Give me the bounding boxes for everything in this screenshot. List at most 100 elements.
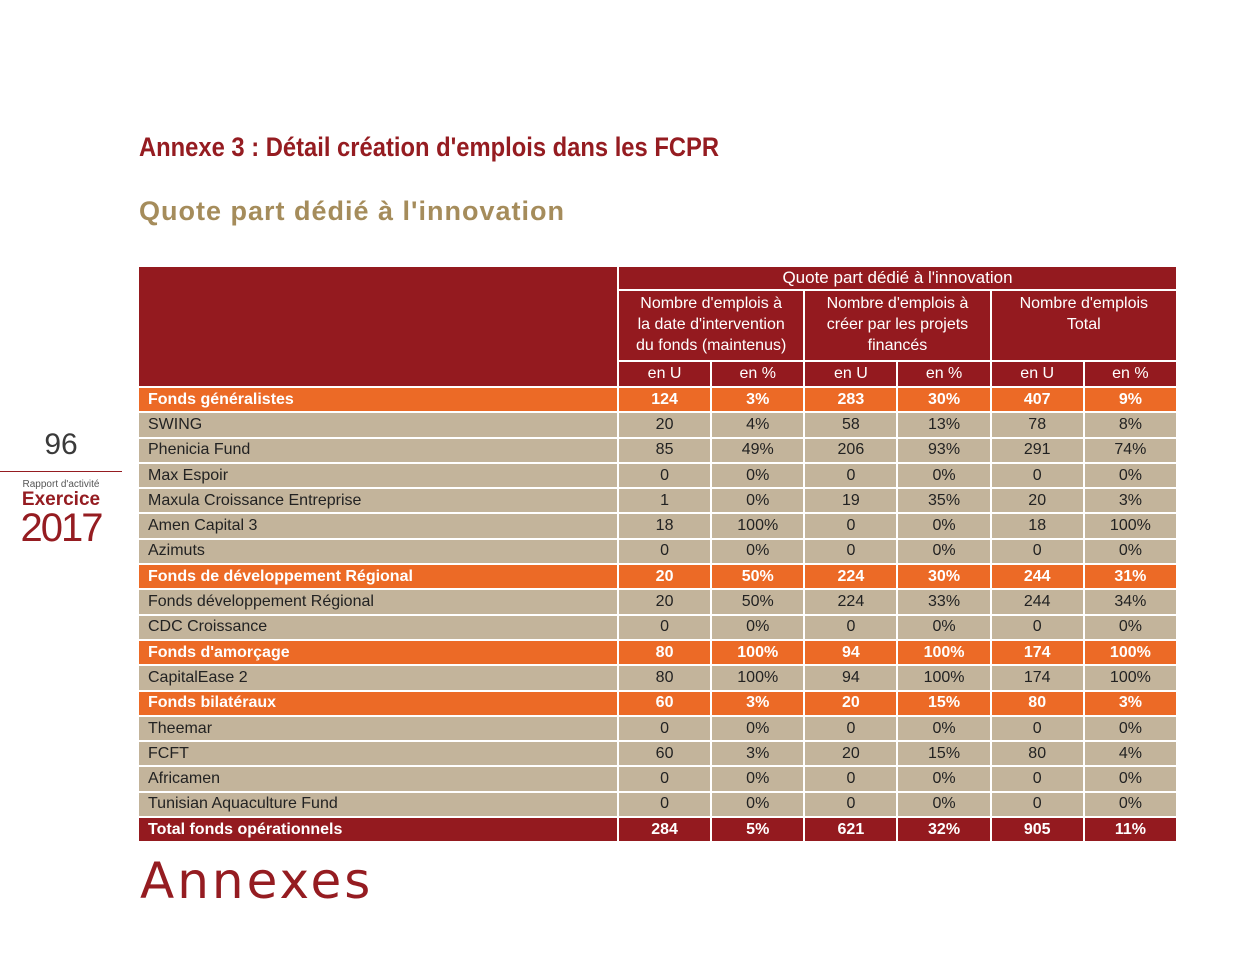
row-label: Phenicia Fund [137,436,619,464]
cell: 174 [989,638,1085,667]
cell: 100% [896,664,992,692]
cell: 20 [989,487,1085,515]
row-label: Fonds développement Régional [137,588,619,616]
cell: 0 [616,765,713,793]
cell: 3% [710,740,806,768]
cell: 33% [896,588,992,616]
fund-row: CapitalEase 2 80 100% 94 100% 174 100% [137,664,1179,692]
cell: 100% [710,512,806,540]
group-row: Fonds de développement Régional 20 50% 224 3… [137,563,1179,591]
header-line: créer par les projets [826,316,969,333]
cell: 35% [896,487,992,515]
cell: 0% [896,613,992,641]
cell: 244 [989,563,1085,591]
header-line: Nombre d'emplois à [826,295,969,312]
cell: 0% [1082,790,1179,819]
cell: 0% [896,714,992,743]
cell: 60 [616,740,713,768]
fund-row: FCFT 60 3% 20 15% 80 4% [137,740,1179,768]
cell: 0 [616,790,713,819]
cell: 0% [1082,537,1179,566]
row-label: Fonds bilatéraux [137,689,619,717]
cell: 100% [896,638,992,667]
cell: 31% [1082,563,1179,591]
cell: 93% [896,436,992,464]
cell: 0 [989,765,1085,793]
unit-header: en % [896,360,992,388]
row-label: Maxula Croissance Entreprise [137,487,619,515]
cell: 0% [710,461,806,490]
cell: 4% [710,411,806,439]
cell: 85 [616,436,713,464]
title: Annexe 3 : Détail création d'emplois dan… [139,132,720,162]
cell: 3% [1082,487,1179,515]
super-header: Quote part dédié à l'innovation [617,265,1178,291]
cell: 15% [896,740,992,768]
cell: 80 [616,638,713,667]
cell: 20 [803,740,899,768]
corner [137,265,619,388]
row-label: Fonds d'amorçage [137,638,619,667]
cell: 0 [803,790,899,819]
row-label: Total fonds opérationnels [137,816,619,844]
fund-row: Fonds développement Régional 20 50% 224 33% 2… [137,588,1179,616]
cell: 0% [1082,461,1179,490]
cell: 0% [710,714,806,743]
cell: 1 [616,487,713,515]
cell: 78 [989,411,1085,439]
cell: 9% [1082,385,1179,414]
header-row: Quote part dédié à l'innovation [137,265,1178,388]
unit-header: en % [1082,360,1179,388]
cell: 18 [989,512,1085,540]
group-row: Fonds bilatéraux 60 3% 20 15% 80 3% [137,689,1179,717]
header-line: Total [1066,316,1101,333]
cell: 905 [989,816,1085,844]
cell: 60 [616,689,713,717]
cell: 284 [616,816,713,844]
cell: 3% [1082,689,1179,717]
header-line: Nombre d'emplois [1019,295,1149,312]
cell: 30% [896,563,992,591]
column-header: Nombre d'emplois à la date d'intervention… [616,289,806,362]
unit-header: en % [710,360,806,388]
cell: 0 [616,461,713,490]
cell: 0% [710,537,806,566]
cell: 34% [1082,588,1179,616]
cell: 283 [803,385,899,414]
row-label: Tunisian Aquaculture Fund [137,790,619,819]
row-label: Amen Capital 3 [137,512,619,540]
cell: 244 [989,588,1085,616]
cell: 621 [803,816,899,844]
cell: 30% [896,385,992,414]
cell: 4% [1082,740,1179,768]
rule [0,471,122,472]
group-row: Fonds généralistes 124 3% 283 30% 407 9% [137,385,1179,414]
cell: 58 [803,411,899,439]
cell: 80 [989,740,1085,768]
edition: Exercice [21,489,101,510]
fund-row: Azimuts 0 0% 0 0% 0 0% [137,537,1179,566]
row-label: Theemar [137,714,619,743]
cell: 206 [803,436,899,464]
cell: 19 [803,487,899,515]
cell: 124 [616,385,713,414]
cell: 0% [896,537,992,566]
cell: 0 [803,461,899,490]
cell: 13% [896,411,992,439]
cell: 0% [896,790,992,819]
cell: 11% [1082,816,1179,844]
footer-title: Annexes [140,852,374,910]
page-number: 96 [44,428,78,461]
cell: 0 [989,461,1085,490]
cell: 100% [1082,512,1179,540]
cell: 20 [616,588,713,616]
cell: 80 [989,689,1085,717]
cell: 0% [710,613,806,641]
cell: 0 [803,613,899,641]
column-header: Nombre d'emplois Total [989,289,1179,362]
cell: 0% [1082,765,1179,793]
total-row: Total fonds opérationnels 284 5% 621 32% 905 1… [137,816,1179,844]
cell: 0% [896,461,992,490]
